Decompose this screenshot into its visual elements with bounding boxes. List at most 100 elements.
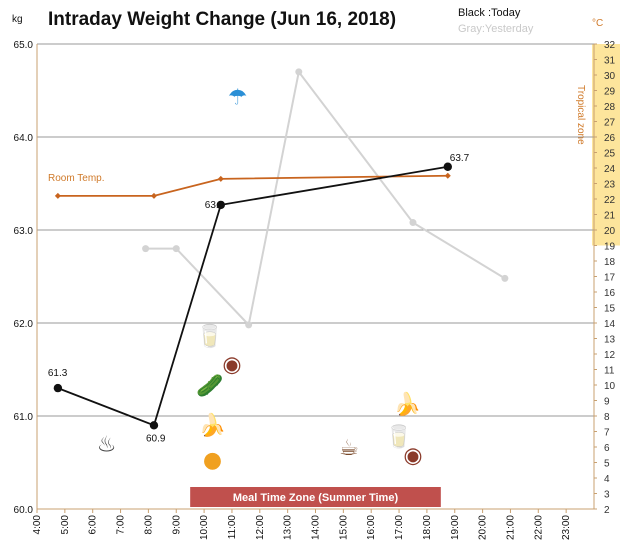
coffee-icon: ☕ (339, 436, 359, 461)
water-glass-icon-2: 🥛 (385, 424, 412, 450)
y2-tick-label: 10 (604, 381, 616, 392)
icon-layer: ☂🥛◉🥒🍌●♨ ☕🍌🥛◉ (97, 85, 423, 473)
point-today (216, 200, 226, 210)
y-axis-left: 60.0 61.0 62.0 63.0 64.0 65.0 (14, 40, 38, 516)
y2-tick-label: 23 (604, 180, 616, 191)
y2-tick-label: 25 (604, 149, 616, 160)
x-tick-label: 23:00 (561, 515, 572, 540)
y2-tick-label: 27 (604, 118, 616, 129)
y-tick-label: 63.0 (14, 226, 34, 237)
x-tick-label: 22:00 (533, 515, 544, 540)
y-tick-label: 60.0 (14, 505, 34, 516)
y2-tick-label: 4 (604, 474, 610, 485)
y2-tick-label: 31 (604, 56, 616, 67)
x-tick-label: 6:00 (88, 515, 99, 535)
y2-tick-label: 5 (604, 459, 610, 470)
data-label-today: 60.9 (146, 433, 166, 444)
y-axis-right: 2345678910111213141516171819202122232425… (593, 40, 616, 516)
point-room-temp (444, 172, 451, 179)
y2-tick-label: 12 (604, 350, 616, 361)
series-line-yesterday (145, 69, 506, 327)
point-today (53, 383, 63, 393)
point-room-temp (217, 175, 224, 182)
y-tick-label: 61.0 (14, 412, 34, 423)
point-yesterday (245, 321, 253, 329)
point-yesterday (409, 219, 417, 227)
tropical-zone-band (592, 44, 620, 246)
x-tick-label: 11:00 (227, 515, 238, 540)
y2-tick-label: 14 (604, 319, 616, 330)
water-glass-icon: 🥛 (196, 323, 223, 349)
y2-tick-label: 3 (604, 490, 610, 501)
y2-tick-label: 19 (604, 242, 616, 253)
y2-tick-label: 7 (604, 428, 610, 439)
meal-time-zone: Meal Time Zone (Summer Time) (190, 487, 441, 507)
banana-icon-2: 🍌 (394, 391, 421, 417)
meal-band-bar (190, 487, 441, 507)
y-tick-label: 65.0 (14, 40, 34, 51)
left-unit-label: kg (12, 14, 23, 25)
room-temp-label: Room Temp. (48, 173, 105, 184)
y-tick-label: 64.0 (14, 133, 34, 144)
x-tick-label: 17:00 (394, 515, 405, 540)
y2-tick-label: 15 (604, 304, 616, 315)
x-tick-label: 18:00 (422, 515, 433, 540)
y2-tick-label: 9 (604, 397, 610, 408)
x-tick-label: 5:00 (60, 515, 71, 535)
y2-tick-label: 29 (604, 87, 616, 98)
x-axis: 4:00 5:00 6:00 7:00 8:00 9:00 10:00 11:00 12:00 1… (32, 508, 594, 540)
y2-tick-label: 28 (604, 102, 616, 113)
data-label-today: 63.7 (450, 153, 470, 164)
point-today (149, 421, 159, 430)
y2-tick-label: 13 (604, 335, 616, 346)
legend-today: Black :Today (458, 7, 521, 19)
y2-tick-label: 22 (604, 195, 616, 206)
series-line-room-temp (57, 174, 448, 197)
legend-yesterday: Gray:Yesterday (458, 23, 534, 35)
banana-icon: 🍌 (199, 413, 226, 439)
x-tick-label: 7:00 (116, 515, 127, 535)
x-tick-label: 20:00 (478, 515, 489, 540)
y2-tick-label: 32 (604, 40, 616, 51)
y2-tick-label: 11 (604, 366, 615, 377)
y2-tick-label: 2 (604, 505, 610, 516)
point-today (443, 162, 452, 171)
x-tick-label: 15:00 (338, 515, 349, 540)
y-tick-label: 62.0 (14, 319, 34, 330)
meal-band-label: Meal Time Zone (Summer Time) (233, 492, 399, 504)
y2-tick-label: 24 (604, 164, 616, 175)
point-yesterday (172, 245, 180, 253)
y2-tick-label: 21 (604, 211, 616, 222)
y2-tick-label: 8 (604, 412, 610, 423)
chart-title: Intraday Weight Change (Jun 16, 2018) (48, 9, 396, 30)
data-label-today: 61.3 (48, 368, 68, 379)
point-room-temp (150, 192, 157, 199)
y2-tick-label: 16 (604, 288, 616, 299)
tropical-zone-label: Tropical zone (575, 85, 586, 145)
point-yesterday (142, 245, 150, 253)
gridlines (37, 43, 594, 510)
y2-tick-label: 30 (604, 71, 616, 82)
y2-tick-label: 20 (604, 226, 616, 237)
data-label-today: 63.3 (205, 200, 225, 211)
x-tick-label: 10:00 (199, 515, 210, 540)
right-unit-label: °C (592, 18, 603, 29)
y2-tick-label: 17 (604, 273, 616, 284)
y2-tick-label: 26 (604, 133, 616, 144)
x-tick-label: 13:00 (283, 515, 294, 540)
x-tick-label: 12:00 (255, 515, 266, 540)
series-line-today (57, 165, 448, 427)
point-room-temp (54, 192, 61, 199)
series-layer: 61.3 60.9 63.3 63.7 (48, 68, 509, 444)
natto-icon: ◉ (222, 352, 241, 377)
x-tick-label: 14:00 (311, 515, 322, 540)
point-yesterday (501, 274, 509, 282)
cucumber-icon: 🥒 (196, 373, 223, 399)
x-tick-label: 8:00 (143, 515, 154, 535)
point-yesterday (295, 68, 303, 76)
natto-icon-2: ◉ (403, 444, 422, 469)
campfire-icon: ♨ (97, 432, 117, 457)
orange-icon: ● (203, 448, 222, 473)
